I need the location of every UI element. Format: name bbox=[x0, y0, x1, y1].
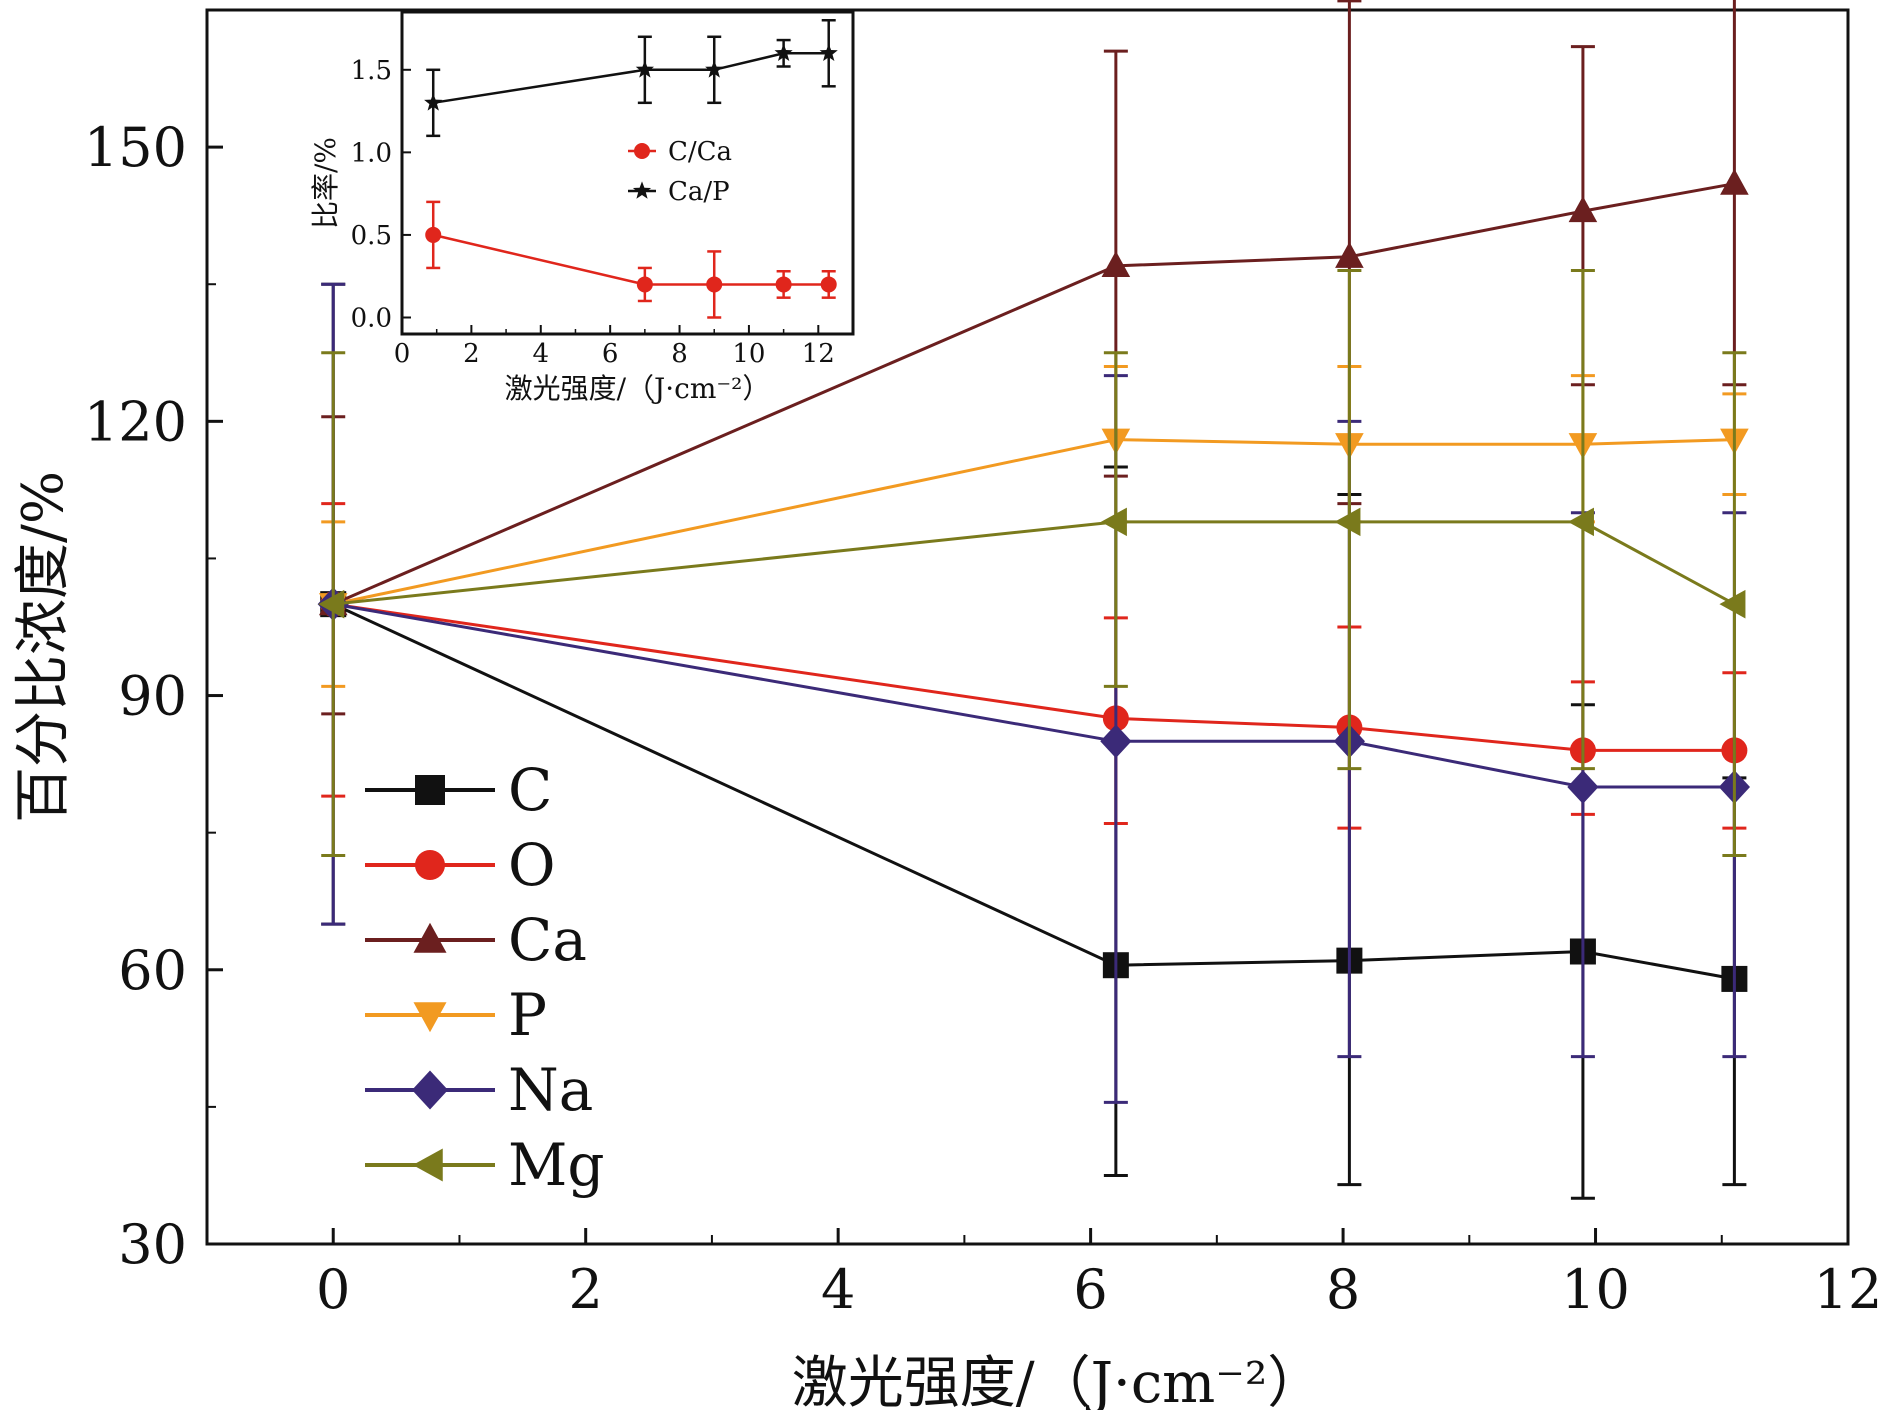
legend-marker bbox=[412, 1070, 448, 1110]
data-point bbox=[1100, 507, 1127, 537]
legend-label: C bbox=[508, 756, 552, 824]
inset-x-axis-label: 激光强度/（J·cm⁻²） bbox=[505, 372, 771, 405]
data-point bbox=[1335, 241, 1364, 268]
legend-item-c: C bbox=[365, 756, 552, 824]
x-tick-label: 12 bbox=[1814, 1258, 1883, 1321]
inset-legend-item-ca-p: Ca/P bbox=[628, 177, 730, 207]
legend-marker bbox=[413, 1002, 447, 1033]
inset-legend-marker bbox=[634, 143, 650, 159]
y-axis-label: 百分比浓度/% bbox=[11, 471, 76, 823]
inset-x-tick-label: 6 bbox=[602, 339, 619, 369]
x-tick-label: 0 bbox=[316, 1258, 350, 1321]
data-point bbox=[318, 589, 345, 619]
data-point bbox=[1101, 250, 1131, 277]
x-tick-label: 2 bbox=[569, 1258, 603, 1321]
inset-chart: 0 2 4 6 8 10 12 0.0 0.5 1.0 1.5 激光强度/（J·cm⁻²） 比率/% C/… bbox=[309, 10, 855, 405]
data-point bbox=[1719, 589, 1746, 619]
inset-x-tick-label: 12 bbox=[802, 339, 835, 369]
inset-data-point bbox=[425, 226, 442, 243]
data-point bbox=[1720, 168, 1749, 195]
legend-marker bbox=[415, 775, 445, 805]
inset-x-tick-label: 8 bbox=[671, 339, 688, 369]
series-line bbox=[333, 520, 1736, 606]
inset-legend-marker bbox=[632, 181, 652, 199]
series-line bbox=[332, 602, 1735, 752]
legend-marker bbox=[413, 922, 447, 953]
legend-label: P bbox=[508, 981, 547, 1049]
inset-legend-label: C/Ca bbox=[668, 137, 732, 167]
inset-x-tick-label: 2 bbox=[463, 339, 480, 369]
inset-legend-label: Ca/P bbox=[668, 177, 730, 207]
inset-x-tick-label: 0 bbox=[394, 339, 411, 369]
inset-x-tick-label: 4 bbox=[532, 339, 549, 369]
inset-y-tick-label: 1.0 bbox=[351, 138, 392, 168]
inset-legend: C/Ca Ca/P bbox=[628, 137, 732, 207]
x-tick-label: 8 bbox=[1326, 1258, 1360, 1321]
y-tick-label: 150 bbox=[84, 116, 187, 179]
y-tick-label: 30 bbox=[118, 1213, 187, 1276]
inset-y-tick-label: 0.5 bbox=[351, 221, 392, 251]
inset-y-tick-label: 1.5 bbox=[351, 56, 392, 86]
legend-label: O bbox=[508, 831, 556, 899]
legend-label: Na bbox=[508, 1056, 593, 1124]
y-tick-label: 120 bbox=[84, 390, 187, 453]
inset-legend-item-c-ca: C/Ca bbox=[628, 137, 732, 167]
main-chart: 0 2 4 6 8 10 12306090120150激光强度/（J·cm⁻²）百分比浓度/… bbox=[11, 0, 1882, 1410]
legend-item-p: P bbox=[365, 981, 547, 1049]
legend-label: Mg bbox=[508, 1131, 605, 1199]
legend-marker bbox=[412, 1148, 443, 1182]
inset-data-point bbox=[820, 276, 837, 293]
inset-series-ca-p bbox=[424, 19, 838, 138]
inset-data-point bbox=[774, 43, 793, 61]
inset-y-tick-label: 0.0 bbox=[351, 303, 392, 333]
inset-y-axis-label: 比率/% bbox=[309, 137, 342, 229]
legend-item-mg: Mg bbox=[365, 1131, 605, 1199]
data-point bbox=[1334, 507, 1361, 537]
x-tick-label: 4 bbox=[821, 1258, 855, 1321]
legend-item-ca: Ca bbox=[365, 906, 587, 974]
inset-data-point bbox=[635, 60, 654, 78]
inset-data-point bbox=[775, 276, 792, 293]
plot-frame bbox=[205, 8, 1850, 1246]
inset-frame bbox=[400, 10, 855, 336]
inset-data-point bbox=[424, 93, 443, 111]
inset-x-tick-label: 10 bbox=[732, 339, 765, 369]
inset-data-point bbox=[636, 276, 653, 293]
inset-data-point bbox=[706, 276, 723, 293]
legend: CO Ca P Na Mg bbox=[365, 756, 605, 1199]
legend-label: Ca bbox=[508, 906, 587, 974]
data-point bbox=[1567, 770, 1599, 804]
inset-data-point bbox=[705, 60, 724, 78]
x-tick-label: 10 bbox=[1561, 1258, 1630, 1321]
legend-marker bbox=[415, 850, 445, 880]
inset-data-point bbox=[819, 43, 838, 61]
series-mg bbox=[318, 269, 1747, 858]
legend-item-na: Na bbox=[365, 1056, 593, 1124]
legend-item-o: O bbox=[365, 831, 556, 899]
x-tick-label: 6 bbox=[1073, 1258, 1107, 1321]
data-point bbox=[1100, 724, 1132, 759]
y-tick-label: 60 bbox=[118, 939, 187, 1002]
data-point bbox=[1567, 507, 1594, 537]
series-na bbox=[317, 282, 1750, 1104]
inset-series-c-ca bbox=[425, 200, 837, 319]
data-point bbox=[1568, 196, 1598, 223]
x-axis-label: 激光强度/（J·cm⁻²） bbox=[792, 1351, 1324, 1410]
y-tick-label: 90 bbox=[118, 665, 187, 728]
